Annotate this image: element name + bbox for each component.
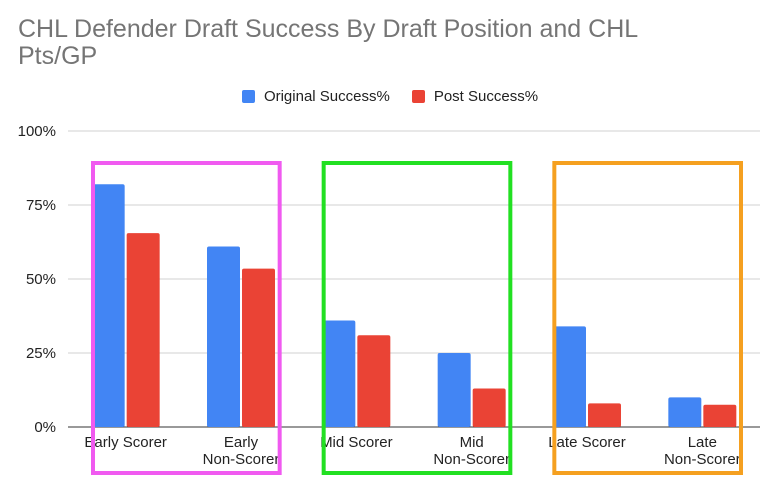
x-tick-label: Mid Non-Scorer (433, 434, 510, 468)
group-highlight-box (91, 161, 282, 475)
bar-post (703, 404, 737, 427)
y-tick-label: 25% (26, 345, 56, 362)
bar-post (126, 233, 160, 427)
legend-item-original: Original Success% (241, 88, 390, 105)
y-tick-label: 100% (18, 123, 56, 140)
x-tick-label: Early Non-Scorer (203, 434, 280, 468)
legend: Original Success% Post Success% (0, 88, 780, 105)
bar-original (553, 326, 586, 427)
bar-original (437, 353, 471, 427)
x-tick-label: Early Scorer (84, 434, 167, 451)
bar-original (207, 246, 240, 427)
group-highlight-box (321, 161, 513, 475)
bar-original (91, 184, 125, 427)
x-tick-label: Late Non-Scorer (664, 434, 741, 468)
x-tick-label: Mid Scorer (320, 434, 393, 451)
bar-post (588, 403, 621, 427)
group-highlight-box (552, 161, 743, 475)
bar-post (357, 335, 391, 427)
legend-swatch-post (411, 90, 425, 103)
bar-original (668, 397, 702, 427)
y-tick-label: 50% (26, 271, 56, 288)
legend-label-post: Post Success% (433, 88, 539, 105)
bar-post (242, 268, 275, 427)
legend-item-post: Post Success% (411, 88, 539, 105)
bar-original (322, 320, 356, 427)
legend-label-original: Original Success% (263, 88, 390, 105)
x-tick-label: Late Scorer (548, 434, 626, 451)
y-tick-label: 0% (34, 419, 56, 436)
chart-title: CHL Defender Draft Success By Draft Posi… (18, 15, 638, 70)
y-tick-label: 75% (26, 197, 56, 214)
legend-swatch-original (241, 90, 255, 103)
bar-post (472, 388, 506, 427)
